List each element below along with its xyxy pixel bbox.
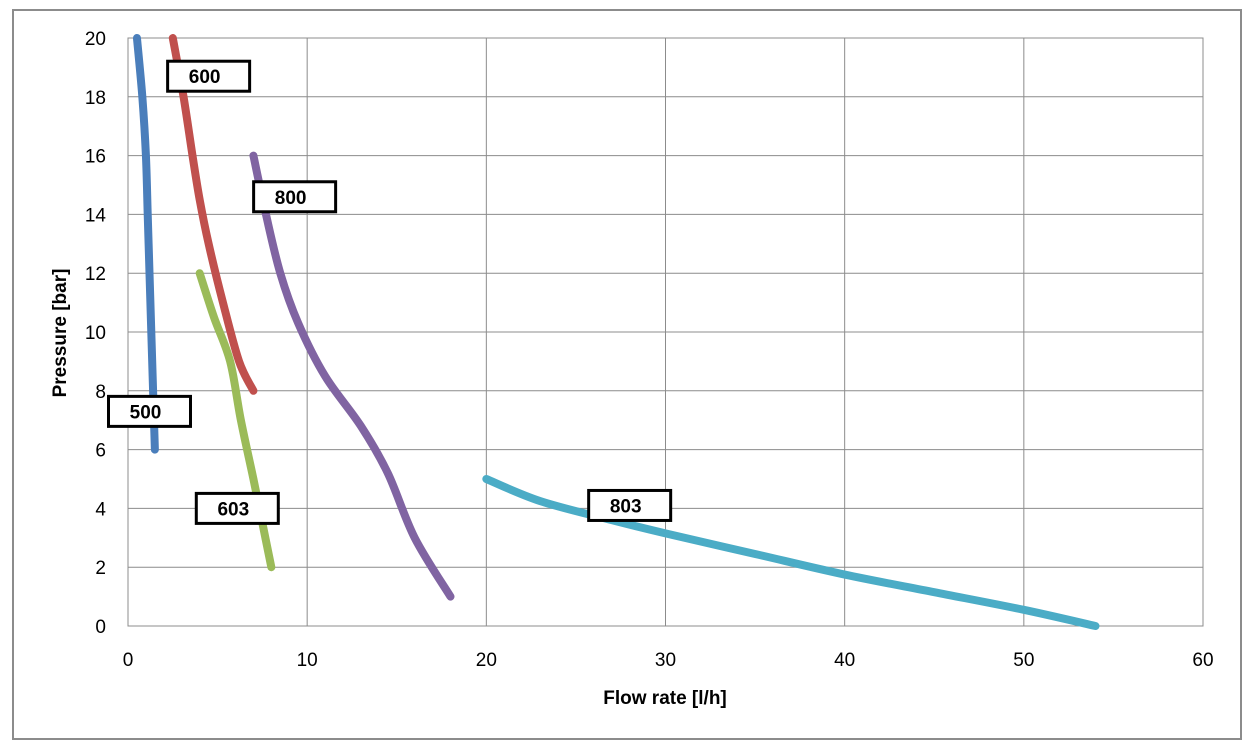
x-axis-title: Flow rate [l/h] (603, 688, 727, 709)
y-tick-label: 18 (85, 88, 106, 109)
y-tick-label: 0 (95, 617, 106, 638)
series-label-box-603 (194, 491, 280, 525)
x-tick-label: 0 (123, 650, 134, 671)
y-tick-label: 10 (85, 323, 106, 344)
y-tick-label: 14 (85, 205, 107, 226)
series-line-500 (132, 34, 159, 454)
y-tick-label: 4 (95, 499, 106, 520)
series-line-803 (482, 475, 1100, 630)
series-label-box-800 (252, 180, 338, 214)
series-line-600 (168, 34, 258, 395)
series-label-box-600 (166, 59, 252, 93)
y-axis-title: Pressure [bar] (50, 269, 71, 398)
series-label-803: 803 (610, 496, 642, 517)
y-tick-label: 20 (85, 29, 106, 50)
series-label-box-803 (587, 488, 673, 522)
y-tick-label: 2 (95, 558, 106, 579)
x-tick-label: 30 (655, 650, 676, 671)
y-tick-label: 12 (85, 264, 106, 285)
y-tick-label: 16 (85, 147, 106, 168)
series-label-800: 800 (275, 188, 307, 209)
x-tick-label: 40 (834, 650, 855, 671)
y-tick-label: 8 (95, 382, 106, 403)
plot-area-border (127, 37, 1204, 627)
series-labels: 500 600 603 800 803 (107, 59, 673, 525)
series-line-800 (249, 151, 455, 601)
x-tick-label: 10 (297, 650, 318, 671)
grid (127, 37, 1204, 627)
series-label-500: 500 (130, 402, 162, 423)
y-tick-label: 6 (95, 441, 106, 462)
series-label-box-500 (107, 394, 192, 428)
series-label-600: 600 (189, 67, 221, 88)
series-label-603: 603 (217, 499, 249, 520)
x-tick-label: 60 (1192, 650, 1213, 671)
chart-frame (12, 9, 1242, 740)
x-tick-label: 20 (476, 650, 497, 671)
x-tick-label: 50 (1013, 650, 1034, 671)
